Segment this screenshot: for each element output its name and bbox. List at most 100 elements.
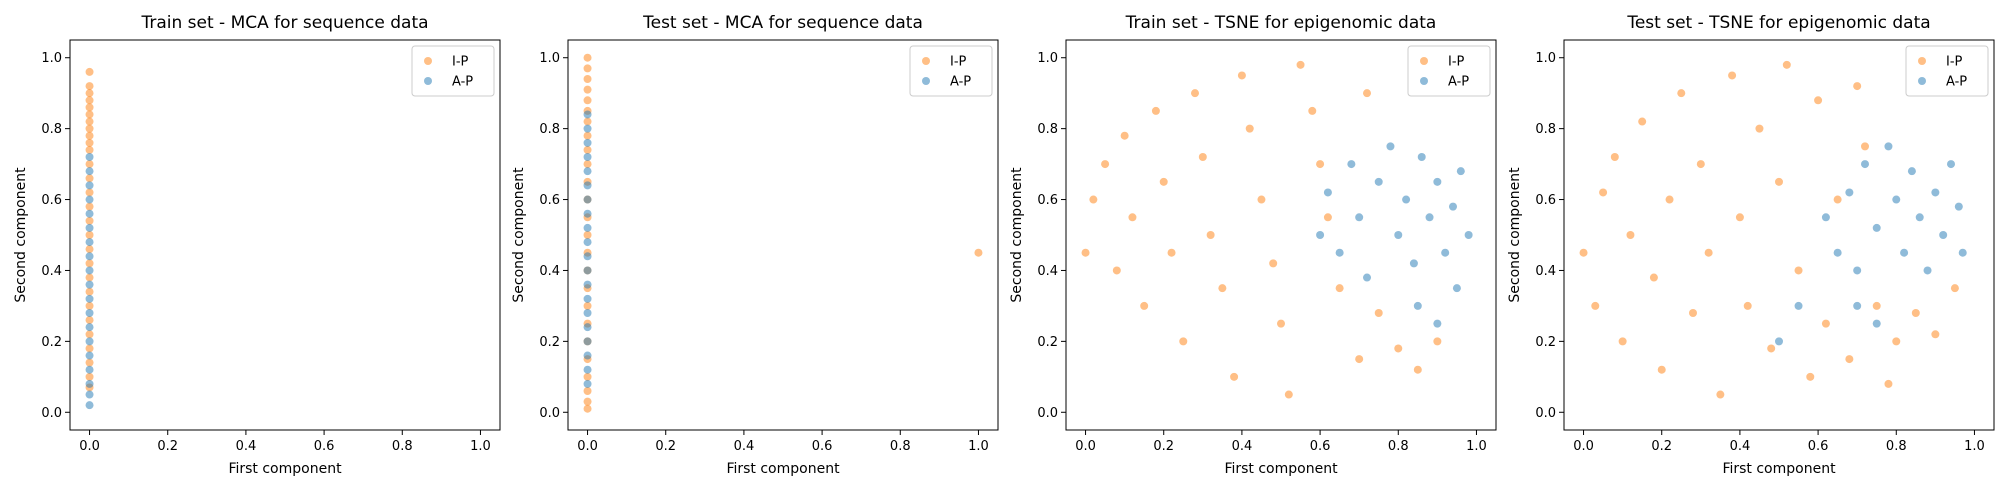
data-point-i-p: [1845, 355, 1854, 364]
legend-box: [1407, 45, 1491, 97]
data-point-a-p: [1452, 284, 1461, 293]
data-point-a-p: [1355, 213, 1364, 222]
data-point-i-p: [85, 316, 94, 325]
x-tick-label: 0.8: [392, 439, 413, 454]
data-point-a-p: [85, 153, 94, 161]
data-point-i-p: [1665, 195, 1674, 204]
data-point-i-p: [1245, 124, 1254, 133]
data-point-a-p: [583, 252, 592, 261]
y-tick-label: 1.0: [1037, 51, 1058, 66]
y-tick-label: 0.0: [1037, 406, 1058, 421]
legend-label: I-P: [950, 55, 967, 70]
data-point-a-p: [1958, 248, 1967, 257]
data-point-i-p: [85, 216, 94, 225]
data-point-a-p: [1386, 142, 1395, 151]
data-point-i-p: [85, 358, 94, 367]
data-point-a-p: [1413, 301, 1422, 310]
data-point-a-p: [1947, 160, 1955, 169]
y-tick-label: 0.2: [539, 335, 560, 350]
data-point-i-p: [85, 344, 94, 353]
data-point-a-p: [85, 167, 94, 176]
data-point-i-p: [85, 103, 94, 112]
data-point-a-p: [85, 266, 94, 275]
data-point-i-p: [1853, 82, 1862, 91]
y-tick-label: 1.0: [1535, 51, 1556, 66]
x-tick-label: 0.2: [1153, 439, 1174, 454]
data-point-i-p: [1677, 89, 1686, 98]
data-point-i-p: [583, 131, 592, 140]
legend-box: [909, 45, 993, 97]
data-point-i-p: [1394, 344, 1403, 353]
data-point-i-p: [1206, 231, 1215, 239]
x-axis-label: First component: [228, 461, 342, 477]
data-point-i-p: [1363, 89, 1371, 98]
x-tick-label: 0.2: [1651, 439, 1672, 454]
data-point-a-p: [583, 153, 592, 161]
data-point-i-p: [1657, 365, 1666, 374]
data-point-i-p: [1277, 319, 1285, 328]
data-point-i-p: [583, 75, 592, 83]
data-point-i-p: [1716, 390, 1725, 399]
data-point-a-p: [85, 351, 94, 360]
data-point-i-p: [1649, 273, 1658, 282]
y-tick-label: 0.8: [1037, 122, 1058, 137]
y-tick-label: 0.6: [539, 193, 560, 208]
data-point-i-p: [1191, 89, 1199, 98]
data-point-a-p: [85, 223, 94, 232]
data-point-a-p: [1853, 266, 1862, 275]
data-point-a-p: [1441, 248, 1450, 257]
scatter-points: [85, 67, 94, 410]
data-point-a-p: [583, 209, 592, 218]
data-point-i-p: [1775, 177, 1783, 186]
data-point-i-p: [85, 202, 94, 211]
legend-marker: [1420, 57, 1428, 65]
data-point-a-p: [1335, 248, 1344, 257]
data-point-i-p: [583, 301, 592, 310]
data-point-i-p: [1296, 60, 1305, 69]
y-tick-label: 0.6: [41, 193, 62, 208]
scatter-points: [583, 53, 983, 413]
x-tick-label: 0.8: [1388, 439, 1409, 454]
data-point-i-p: [583, 231, 592, 239]
data-point-i-p: [1112, 266, 1121, 275]
y-axis-label: Second component: [1009, 167, 1025, 303]
x-tick-label: 0.8: [890, 439, 911, 454]
data-point-a-p: [1433, 319, 1442, 328]
legend-label: A-P: [452, 75, 473, 90]
x-tick-label: 0.6: [812, 439, 833, 454]
data-point-i-p: [85, 330, 94, 339]
x-tick-label: 0.8: [1886, 439, 1907, 454]
data-point-i-p: [1218, 284, 1227, 293]
data-point-i-p: [1198, 153, 1207, 161]
data-point-a-p: [1884, 142, 1893, 151]
y-tick-label: 0.2: [1535, 335, 1556, 350]
data-point-i-p: [1159, 177, 1168, 186]
chart-panel-2: Test set - MCA for sequence data 0.0 0.2 0.…: [511, 13, 999, 477]
legend-label: A-P: [1448, 75, 1469, 90]
data-point-i-p: [1618, 337, 1627, 346]
data-point-a-p: [583, 379, 592, 388]
chart-title: Test set - MCA for sequence data: [642, 13, 923, 33]
x-tick-label: 1.0: [968, 439, 989, 454]
legend-label: A-P: [950, 75, 971, 90]
data-point-i-p: [1308, 106, 1317, 115]
y-tick-label: 0.6: [1037, 193, 1058, 208]
legend-marker: [424, 57, 432, 65]
y-tick-label: 0.4: [539, 264, 560, 279]
data-point-a-p: [583, 337, 592, 346]
data-point-i-p: [85, 124, 94, 133]
data-point-i-p: [1689, 309, 1697, 317]
data-point-a-p: [85, 337, 94, 346]
legend-label: I-P: [452, 55, 469, 70]
data-point-a-p: [85, 365, 94, 374]
data-point-a-p: [1316, 231, 1325, 239]
data-point-i-p: [1782, 60, 1791, 69]
scatter-points: [1579, 60, 1967, 399]
data-point-i-p: [1128, 213, 1137, 222]
x-tick-label: 0.0: [1573, 439, 1594, 454]
y-tick-label: 0.8: [539, 122, 560, 137]
data-point-i-p: [583, 160, 592, 169]
y-tick-label: 1.0: [539, 51, 560, 66]
data-point-i-p: [85, 231, 94, 239]
x-axis-label: First component: [1722, 461, 1836, 477]
